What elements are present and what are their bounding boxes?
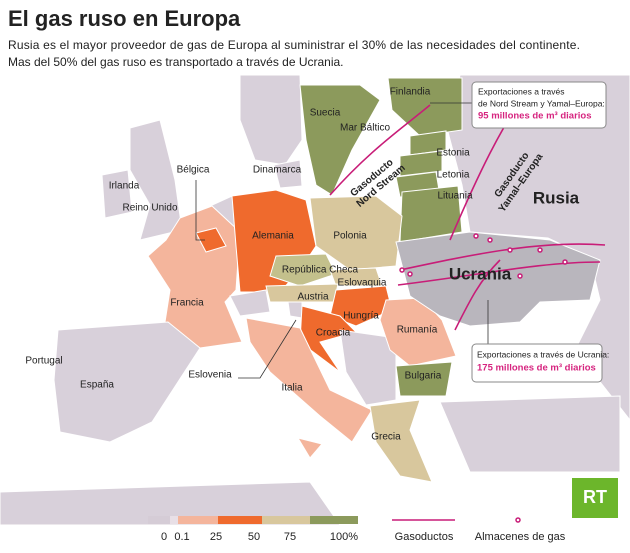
storage <box>407 271 413 277</box>
callout-text: de Nord Stream y Yamal–Europa: <box>478 98 605 108</box>
logo-box <box>572 478 618 518</box>
storage <box>473 233 479 239</box>
legend-scale-label: 50 <box>248 531 260 543</box>
country-label: Polonia <box>333 231 367 242</box>
legend-swatch <box>262 516 310 524</box>
legend-scale-label: 0 <box>161 531 167 543</box>
legend-label: Almacenes de gas <box>475 531 566 543</box>
czechia-shape <box>269 253 337 287</box>
callout-box <box>471 81 607 129</box>
callout-text: 95 millones de m³ diarios <box>478 111 592 122</box>
ukraine-line-3 <box>454 259 501 331</box>
country-label: España <box>80 380 114 391</box>
country-label: Bélgica <box>177 165 210 176</box>
callout-text: Exportaciones a través <box>478 86 564 96</box>
country-label: Austria <box>297 292 329 303</box>
uk-shape <box>129 119 183 241</box>
bulgaria-shape <box>395 361 453 397</box>
country-label: Irlanda <box>109 181 140 192</box>
hungary-shape <box>329 285 393 327</box>
legend-label: Gasoductos <box>395 531 454 543</box>
country-label: Grecia <box>371 432 401 443</box>
country-label: Finlandia <box>390 87 431 98</box>
iberia-shape <box>53 321 201 443</box>
denmark-shape <box>273 159 303 189</box>
storage <box>537 247 543 253</box>
subtitle: Rusia es el mayor proveedor de gas de Eu… <box>8 38 580 52</box>
switzerland-shape <box>229 289 271 317</box>
country-label: Hungría <box>343 311 379 322</box>
leader <box>195 180 205 241</box>
leaders <box>195 102 489 379</box>
country-label: Italia <box>281 383 303 394</box>
country-label: Dinamarca <box>253 165 302 176</box>
slovenia-shape <box>287 301 303 319</box>
estonia-shape <box>409 130 447 156</box>
country-label: Reino Unido <box>122 203 177 214</box>
country-label: Rumanía <box>397 325 438 336</box>
storage-sites <box>399 233 568 279</box>
country-label: República Checa <box>282 265 359 276</box>
country-label: Estonia <box>436 148 470 159</box>
africa-shape <box>0 481 341 526</box>
country-label: Suecia <box>310 108 341 119</box>
turkey-shape <box>439 395 621 473</box>
norway-shape <box>239 74 303 166</box>
legend-storage <box>515 517 521 523</box>
legend-scale-label: 100% <box>330 531 358 543</box>
country-label: Eslovenia <box>188 370 232 381</box>
country-label: Bulgaria <box>405 371 442 382</box>
legend-swatch <box>170 516 178 524</box>
callout-text: 175 millones de m³ diarios <box>477 363 596 374</box>
poland-shape <box>309 195 403 271</box>
country-label: Croacia <box>316 328 351 339</box>
sicily-shape <box>296 437 323 459</box>
country-label: Francia <box>170 298 204 309</box>
subtitle: Mas del 50% del gas ruso es transportado… <box>8 55 344 69</box>
ukraine-shape <box>395 231 601 327</box>
map-shapes <box>0 74 630 526</box>
belgium-shape <box>195 227 227 253</box>
country-label: Alemania <box>252 231 294 242</box>
storage <box>517 273 523 279</box>
sweden-shape <box>299 84 381 196</box>
storage <box>399 267 405 273</box>
legend-swatch <box>178 516 218 524</box>
country-label: Portugal <box>25 356 62 367</box>
country-label: Letonia <box>437 170 470 181</box>
greece-shape <box>369 399 433 483</box>
italy-shape <box>245 317 373 443</box>
title: El gas ruso en Europa <box>8 6 241 31</box>
storage <box>562 259 568 265</box>
callout-text: Exportaciones a través de Ucrania: <box>477 349 609 359</box>
country-label: Eslovaquia <box>338 278 387 289</box>
latvia-shape <box>399 150 443 177</box>
legend-swatch <box>148 516 170 524</box>
callout-box <box>471 343 603 383</box>
storage <box>507 247 513 253</box>
country-label: Rusia <box>533 188 580 207</box>
ukraine-line-2 <box>397 261 601 286</box>
ireland-shape <box>101 169 133 219</box>
storage <box>487 237 493 243</box>
leader <box>238 319 297 379</box>
country-label: Lituania <box>437 191 472 202</box>
legend-scale-label: 75 <box>284 531 296 543</box>
legend-scale-label: 0.1 <box>174 531 189 543</box>
country-label: Ucrania <box>449 264 512 283</box>
legend-scale-label: 25 <box>210 531 222 543</box>
ukraine-line-1 <box>399 243 606 271</box>
logo: RT <box>583 487 607 507</box>
sea-label: Mar Báltico <box>340 123 390 134</box>
legend-swatch <box>310 516 358 524</box>
legend-swatch <box>218 516 262 524</box>
nord-stream-line <box>329 104 431 196</box>
